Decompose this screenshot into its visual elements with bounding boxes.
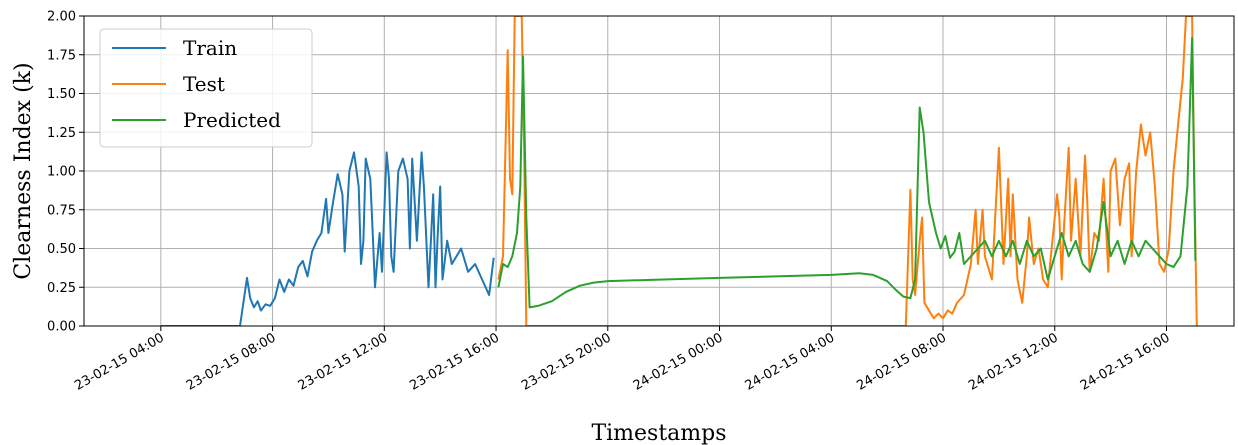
x-tick-label: 23-02-15 04:00: [72, 330, 167, 393]
y-tick-label: 1.75: [47, 48, 76, 63]
x-tick-label: 23-02-15 16:00: [407, 330, 502, 393]
legend-box: [99, 28, 313, 148]
series-line-train: [160, 151, 495, 326]
x-tick-label: 23-02-15 12:00: [296, 330, 391, 393]
y-tick-label: 0.75: [47, 203, 76, 218]
legend-label-test: Test: [183, 72, 225, 96]
x-tick-label: 23-02-15 08:00: [184, 330, 279, 393]
y-tick-label: 2.00: [47, 10, 76, 25]
series-line-test: [497, 16, 1198, 326]
y-tick-label: 1.50: [47, 87, 76, 102]
x-tick-label: 23-02-15 20:00: [519, 330, 614, 393]
y-tick-label: 0.00: [47, 320, 76, 335]
y-axis: 0.00 0.25 0.50 0.75 1.00 1.25 1.50 1.75 2.00: [47, 10, 84, 335]
y-tick-label: 0.50: [47, 242, 76, 257]
x-tick-label: 24-02-15 00:00: [631, 330, 726, 393]
x-axis: 23-02-15 04:00 23-02-15 08:00 23-02-15 12:…: [72, 326, 1172, 394]
x-tick-label: 24-02-15 12:00: [966, 330, 1061, 393]
y-tick-label: 1.00: [47, 165, 76, 180]
y-tick-label: 1.25: [47, 126, 76, 141]
series-line-predicted: [497, 36, 1197, 309]
legend-label-train: Train: [183, 36, 237, 60]
x-tick-label: 24-02-15 08:00: [854, 330, 949, 393]
x-tick-label: 24-02-15 04:00: [743, 330, 838, 393]
series-lines: [160, 16, 1198, 326]
y-tick-label: 0.25: [47, 281, 76, 296]
legend-label-predicted: Predicted: [183, 108, 281, 132]
legend: Train Test Predicted: [99, 28, 313, 148]
x-tick-label: 24-02-15 16:00: [1078, 330, 1173, 393]
x-axis-label: Timestamps: [591, 421, 726, 445]
y-axis-label: Clearness Index (k): [11, 62, 36, 279]
